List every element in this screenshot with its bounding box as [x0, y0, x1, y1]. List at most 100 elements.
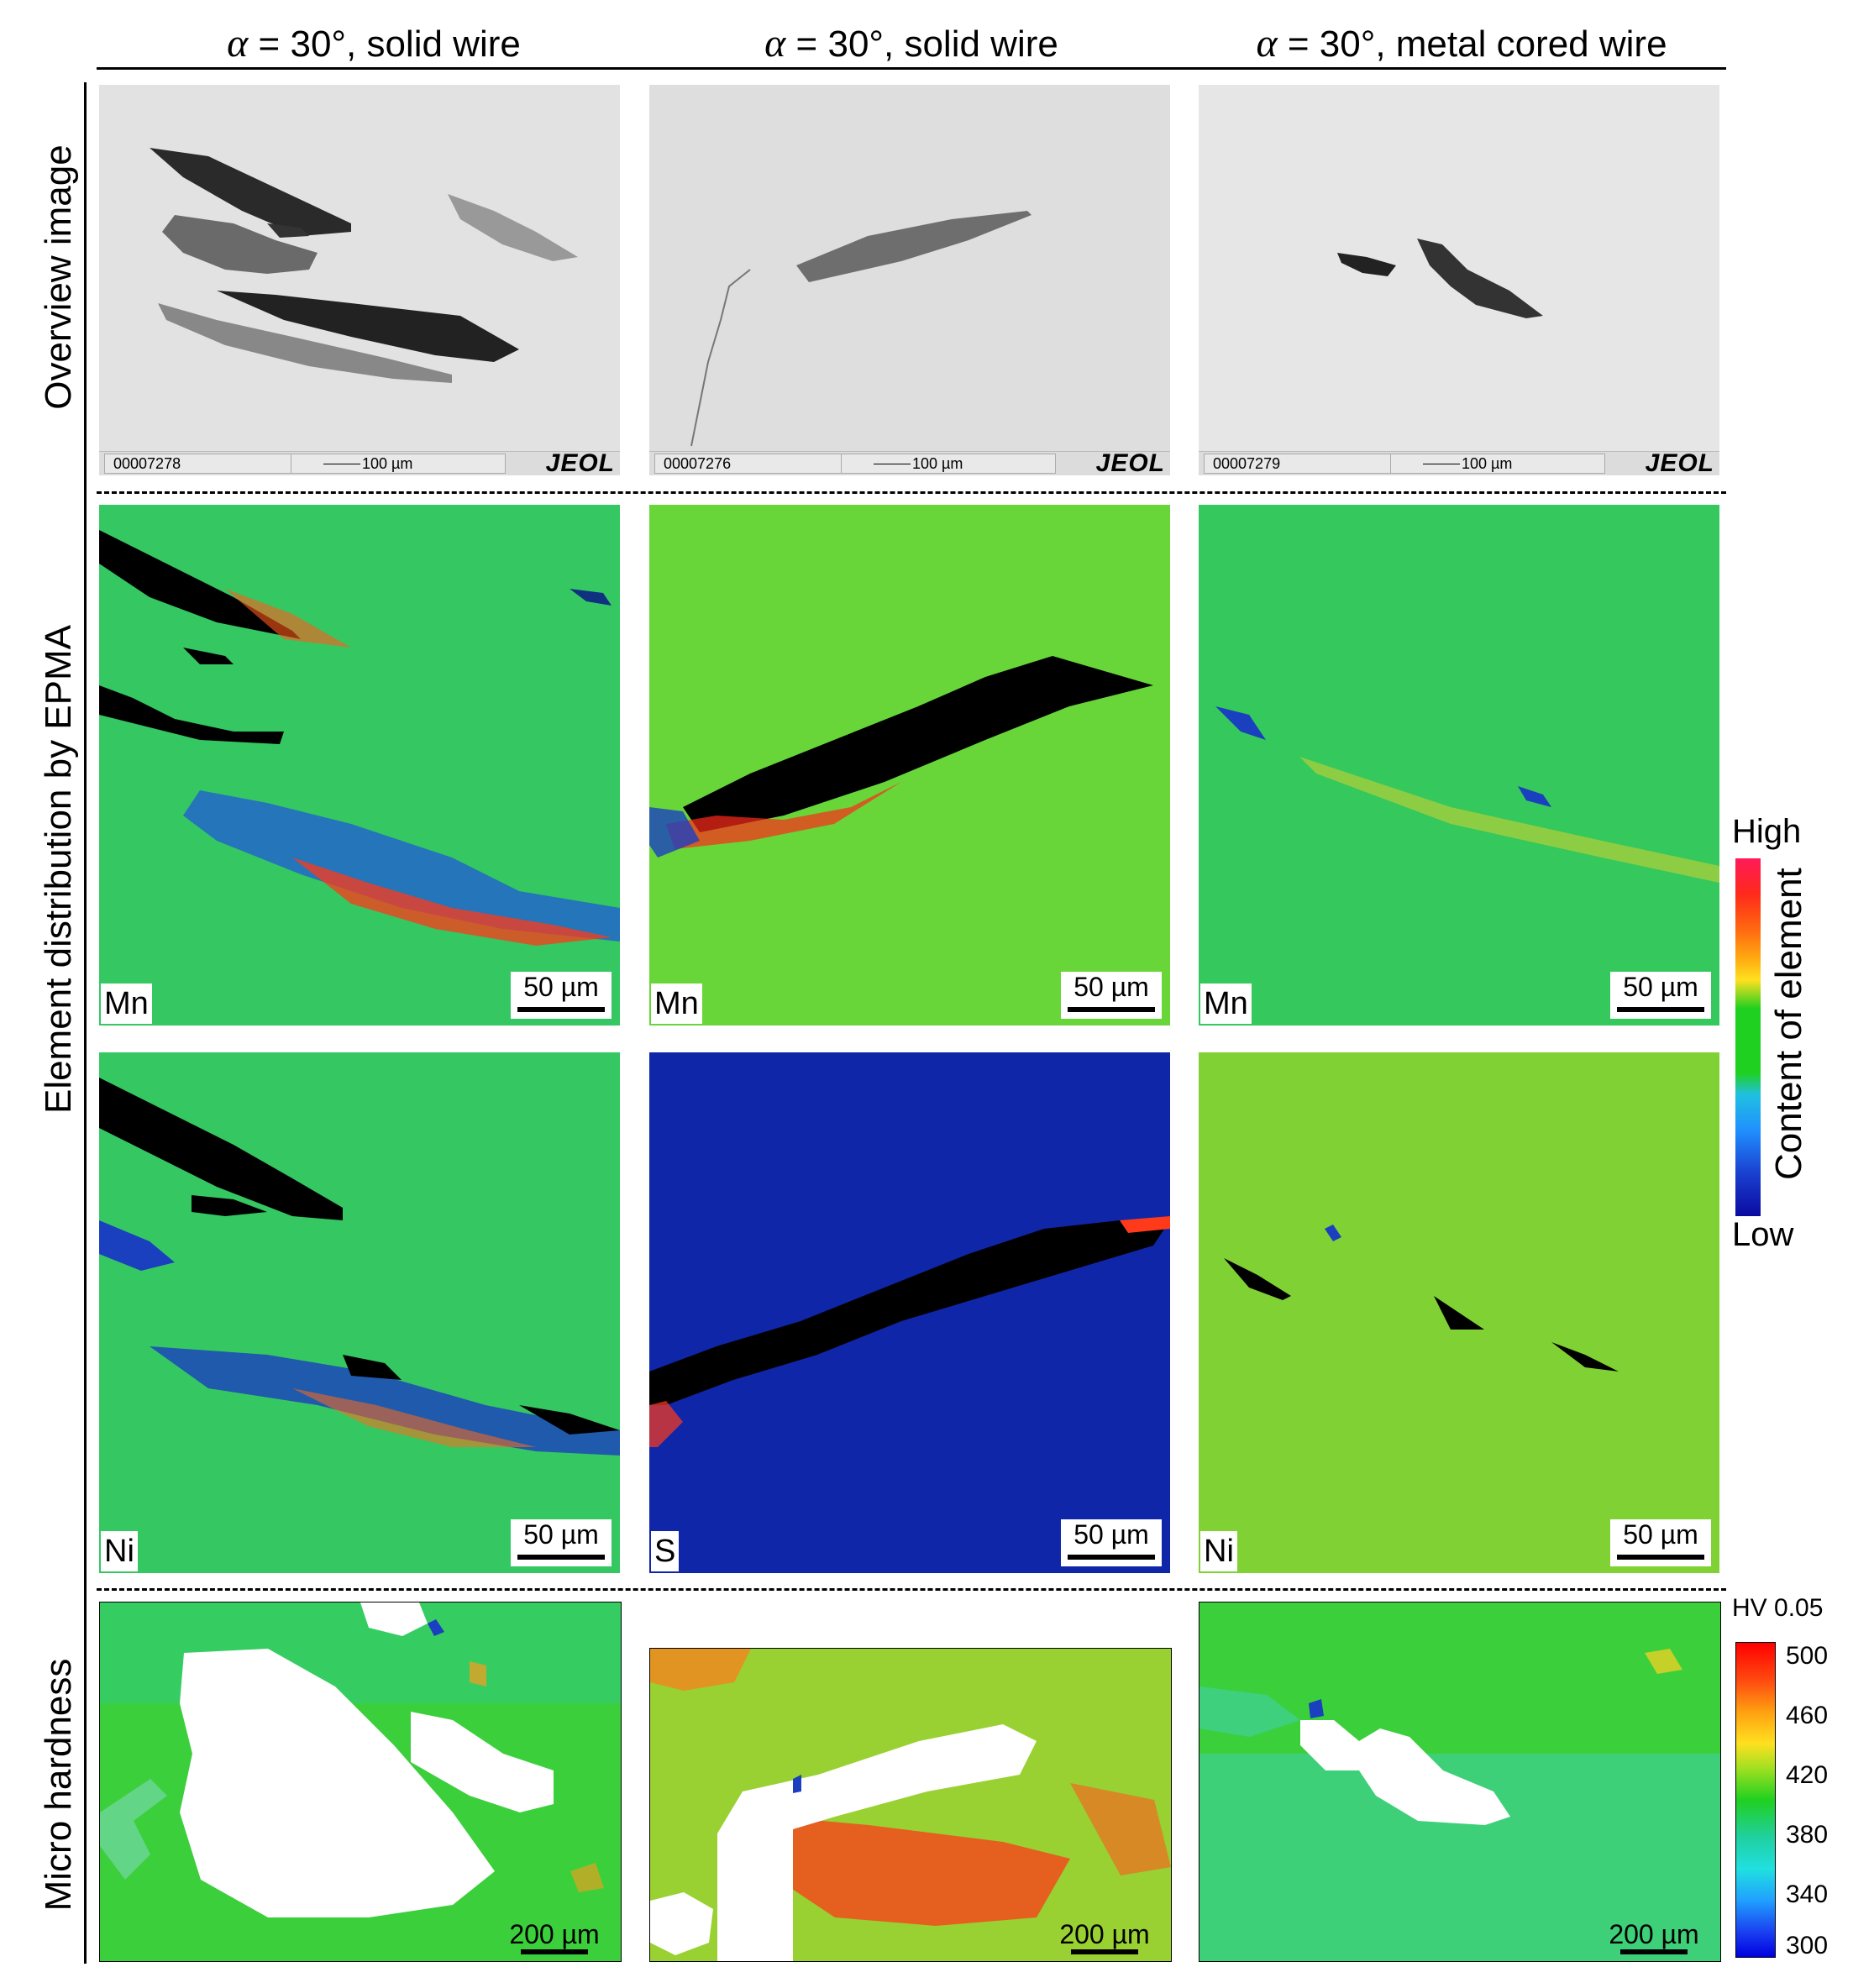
- sem-micrograph: [99, 85, 620, 452]
- element-label: Mn: [101, 984, 152, 1024]
- sem-info-bar: 00007278 100 µm JEOL: [99, 449, 620, 475]
- column-heading-2: α = 30°, solid wire: [739, 20, 1084, 66]
- hardness-colorbar-title: HV 0.05: [1732, 1594, 1824, 1622]
- jeol-logo: JEOL: [1095, 449, 1165, 475]
- left-rule: [84, 82, 87, 1964]
- scale-bar: 50 µm: [1061, 972, 1162, 1019]
- hardness-tick: 300: [1786, 1932, 1829, 1959]
- scale-line: [1068, 1007, 1155, 1012]
- epma-map: [649, 1052, 1170, 1573]
- scale-label: 50 µm: [523, 972, 599, 1002]
- element-label: Mn: [1200, 984, 1252, 1024]
- epma-map-panel: Ni 50 µm: [99, 1052, 620, 1573]
- hardness-map: [100, 1602, 621, 1961]
- scale-label: 100 µm: [1462, 455, 1513, 472]
- scale-line: [521, 1949, 588, 1954]
- alpha-symbol: α: [1256, 21, 1278, 66]
- column-heading-3: α = 30°, metal cored wire: [1243, 20, 1680, 66]
- hardness-map-panel: 200 µm: [1199, 1602, 1721, 1962]
- image-id: 00007276: [654, 454, 849, 474]
- scale-bar: 100 µm: [1390, 454, 1605, 474]
- scale-bar: 200 µm: [500, 1919, 609, 1954]
- scale-line: [1620, 1949, 1688, 1954]
- sem-micrograph: [649, 85, 1170, 452]
- scale-label: 100 µm: [912, 455, 963, 472]
- scale-bar: 200 µm: [1599, 1919, 1709, 1954]
- column-heading-text: = 30°, solid wire: [785, 24, 1058, 65]
- column-heading-text: = 30°, metal cored wire: [1277, 24, 1667, 65]
- scale-label: 50 µm: [1073, 1519, 1149, 1550]
- scale-line: [517, 1007, 605, 1012]
- epma-map-panel: S 50 µm: [649, 1052, 1170, 1573]
- element-label: Ni: [1200, 1531, 1237, 1571]
- scale-line: [1071, 1949, 1138, 1954]
- scale-label: 100 µm: [362, 455, 413, 472]
- colorbar-high-label: High: [1732, 813, 1802, 850]
- epma-map: [649, 505, 1170, 1025]
- hardness-map: [650, 1649, 1171, 1961]
- scale-bar: 100 µm: [291, 454, 506, 474]
- column-heading-1: α = 30°, solid wire: [202, 20, 546, 66]
- epma-map: [1199, 1052, 1719, 1573]
- epma-map-panel: Ni 50 µm: [1199, 1052, 1719, 1573]
- hardness-map-panel: 200 µm: [649, 1648, 1172, 1962]
- scale-bar: 50 µm: [1610, 1519, 1711, 1566]
- hardness-map: [1199, 1602, 1720, 1961]
- epma-map: [99, 505, 620, 1025]
- jeol-logo: JEOL: [545, 449, 615, 475]
- hardness-tick: 420: [1786, 1761, 1829, 1789]
- scale-line: [1068, 1555, 1155, 1560]
- hardness-tick: 500: [1786, 1642, 1829, 1670]
- epma-colorbar: [1735, 858, 1761, 1216]
- scale-bar: 50 µm: [511, 972, 612, 1019]
- header-rule: [97, 67, 1726, 70]
- alpha-symbol: α: [764, 21, 786, 66]
- column-heading-text: = 30°, solid wire: [248, 24, 521, 65]
- hardness-map-panel: 200 µm: [99, 1602, 622, 1962]
- scale-line: [1617, 1007, 1704, 1012]
- scale-label: 50 µm: [523, 1519, 599, 1550]
- scale-label: 200 µm: [509, 1919, 600, 1949]
- row-label-epma: Element distribution by EPMA: [38, 624, 79, 1115]
- row-label-overview: Overview image: [38, 144, 79, 410]
- element-label: Mn: [651, 984, 702, 1024]
- sem-overview-panel: 00007279 100 µm JEOL: [1199, 85, 1719, 475]
- scale-label: 50 µm: [1623, 1519, 1698, 1550]
- scale-label: 200 µm: [1059, 1919, 1150, 1949]
- epma-map-panel: Mn 50 µm: [1199, 505, 1719, 1025]
- alpha-symbol: α: [227, 21, 249, 66]
- jeol-logo: JEOL: [1645, 449, 1714, 475]
- epma-map: [1199, 505, 1719, 1025]
- scale-bar: 50 µm: [1061, 1519, 1162, 1566]
- scale-label: 50 µm: [1073, 972, 1149, 1002]
- colorbar-low-label: Low: [1732, 1216, 1794, 1253]
- row-label-hardness: Micro hardness: [38, 1658, 79, 1912]
- scale-bar: 50 µm: [511, 1519, 612, 1566]
- sem-overview-panel: 00007276 100 µm JEOL: [649, 85, 1170, 475]
- hardness-tick: 460: [1786, 1702, 1829, 1729]
- epma-map-panel: Mn 50 µm: [649, 505, 1170, 1025]
- row-divider-2: [97, 1588, 1726, 1591]
- scale-bar: 100 µm: [841, 454, 1056, 474]
- image-id: 00007278: [104, 454, 299, 474]
- epma-map: [99, 1052, 620, 1573]
- hardness-colorbar: [1735, 1642, 1776, 1958]
- scale-line: [517, 1555, 605, 1560]
- sem-info-bar: 00007279 100 µm JEOL: [1199, 449, 1719, 475]
- hardness-tick: 340: [1786, 1880, 1829, 1908]
- image-id: 00007279: [1204, 454, 1399, 474]
- row-divider-1: [97, 491, 1726, 494]
- hardness-tick: 380: [1786, 1821, 1829, 1849]
- epma-map-panel: Mn 50 µm: [99, 505, 620, 1025]
- scale-line: [1617, 1555, 1704, 1560]
- scale-bar: 200 µm: [1050, 1919, 1159, 1954]
- sem-info-bar: 00007276 100 µm JEOL: [649, 449, 1170, 475]
- colorbar-title: Content of element: [1768, 868, 1809, 1180]
- scale-bar: 50 µm: [1610, 972, 1711, 1019]
- sem-overview-panel: 00007278 100 µm JEOL: [99, 85, 620, 475]
- scale-label: 200 µm: [1609, 1919, 1699, 1949]
- element-label: S: [651, 1531, 680, 1571]
- element-label: Ni: [101, 1531, 138, 1571]
- scale-label: 50 µm: [1623, 972, 1698, 1002]
- sem-micrograph: [1199, 85, 1719, 452]
